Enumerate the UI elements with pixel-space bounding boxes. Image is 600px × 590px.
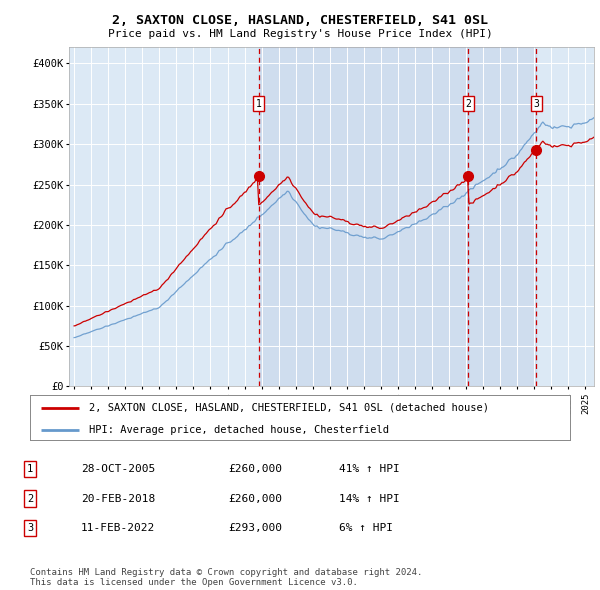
Text: 2: 2	[466, 99, 472, 109]
Text: 41% ↑ HPI: 41% ↑ HPI	[339, 464, 400, 474]
Text: 1: 1	[27, 464, 33, 474]
Text: Price paid vs. HM Land Registry's House Price Index (HPI): Price paid vs. HM Land Registry's House …	[107, 30, 493, 39]
Text: 2, SAXTON CLOSE, HASLAND, CHESTERFIELD, S41 0SL: 2, SAXTON CLOSE, HASLAND, CHESTERFIELD, …	[112, 14, 488, 27]
Text: 2: 2	[27, 494, 33, 503]
Text: 3: 3	[27, 523, 33, 533]
Text: £260,000: £260,000	[228, 494, 282, 503]
Text: 11-FEB-2022: 11-FEB-2022	[81, 523, 155, 533]
Text: HPI: Average price, detached house, Chesterfield: HPI: Average price, detached house, Ches…	[89, 425, 389, 435]
Text: 6% ↑ HPI: 6% ↑ HPI	[339, 523, 393, 533]
Text: 3: 3	[533, 99, 539, 109]
Text: Contains HM Land Registry data © Crown copyright and database right 2024.
This d: Contains HM Land Registry data © Crown c…	[30, 568, 422, 587]
Text: £260,000: £260,000	[228, 464, 282, 474]
Text: 14% ↑ HPI: 14% ↑ HPI	[339, 494, 400, 503]
Text: £293,000: £293,000	[228, 523, 282, 533]
Text: 2, SAXTON CLOSE, HASLAND, CHESTERFIELD, S41 0SL (detached house): 2, SAXTON CLOSE, HASLAND, CHESTERFIELD, …	[89, 403, 490, 412]
Bar	[259, 47, 469, 386]
Bar	[469, 47, 536, 386]
Text: 28-OCT-2005: 28-OCT-2005	[81, 464, 155, 474]
Text: 1: 1	[256, 99, 262, 109]
Text: 20-FEB-2018: 20-FEB-2018	[81, 494, 155, 503]
